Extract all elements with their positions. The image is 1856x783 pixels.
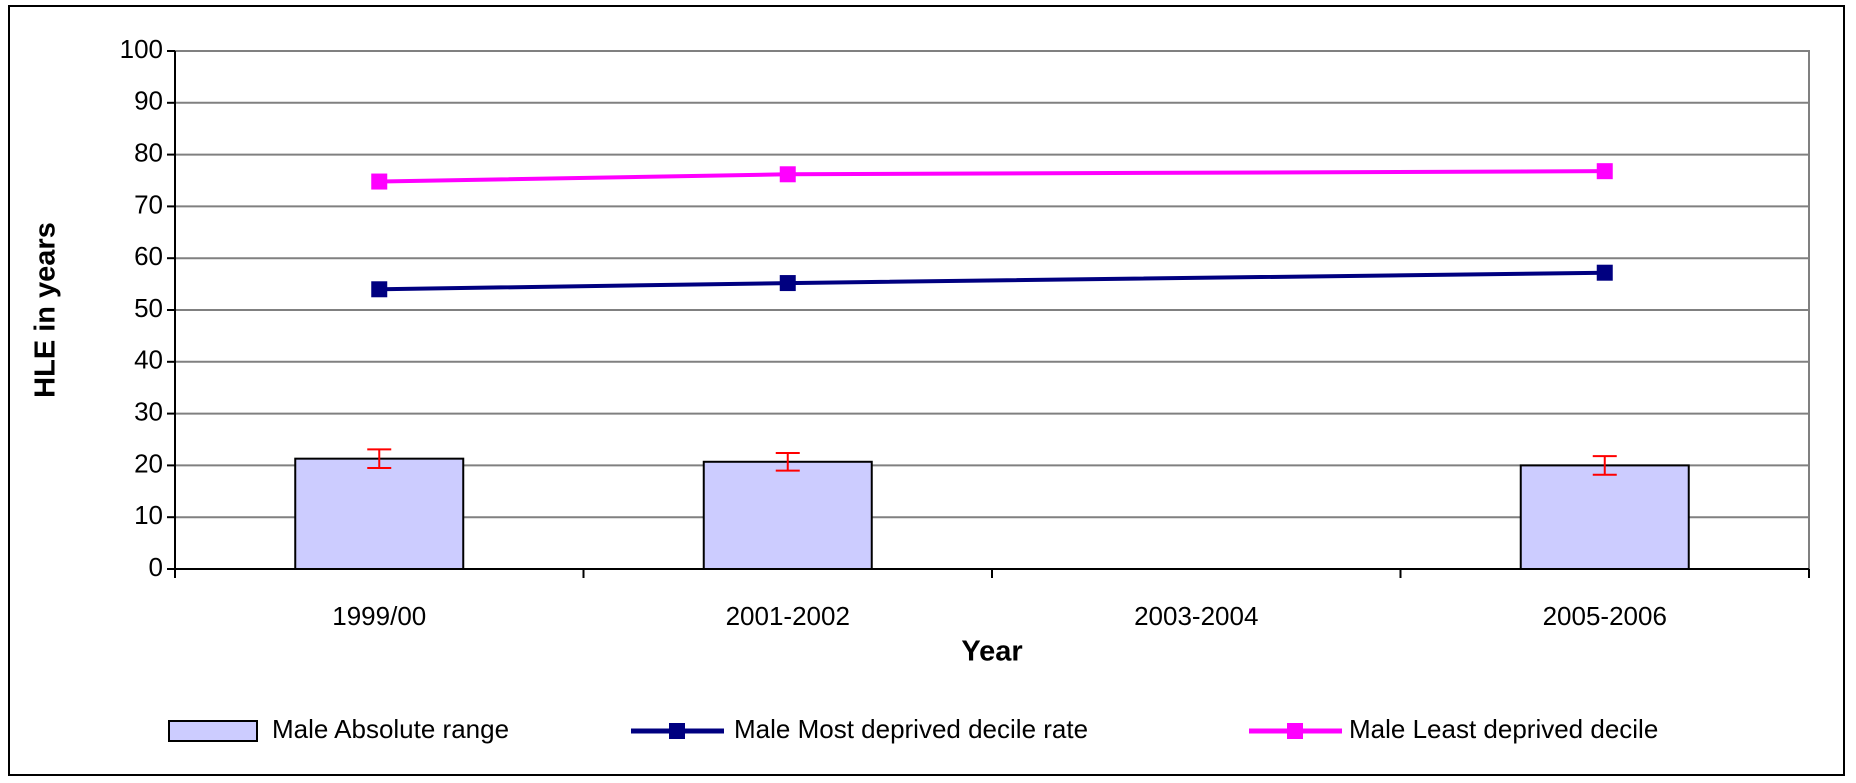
error-bar (1592, 455, 1617, 476)
y-tick-label: 70 (134, 189, 163, 219)
bar (1519, 464, 1690, 570)
marker (1596, 264, 1613, 281)
x-axis-label: Year (961, 636, 1022, 668)
y-tick-label: 50 (134, 293, 163, 323)
legend-label: Male Most deprived decile rate (734, 714, 1088, 744)
marker (371, 173, 388, 190)
legend-swatch (168, 720, 258, 742)
y-axis-label: HLE in years (30, 222, 62, 398)
y-tick-label: 60 (134, 241, 163, 271)
error-bar (367, 448, 392, 469)
y-tick-label: 30 (134, 396, 163, 426)
x-tick-label: 2005-2006 (1543, 601, 1667, 631)
y-tick-label: 10 (134, 500, 163, 530)
legend-marker (1287, 723, 1303, 739)
legend-label: Male Least deprived decile (1349, 714, 1658, 744)
marker (779, 275, 796, 292)
error-bar (775, 451, 800, 472)
marker (779, 166, 796, 183)
marker (1596, 163, 1613, 180)
x-tick-label: 2003-2004 (1134, 601, 1258, 631)
x-tick-label: 1999/00 (332, 601, 426, 631)
legend-marker (669, 723, 685, 739)
marker (371, 281, 388, 298)
legend-label: Male Absolute range (272, 714, 509, 744)
y-tick-label: 80 (134, 137, 163, 167)
bar (702, 460, 873, 570)
y-tick-label: 40 (134, 345, 163, 375)
y-tick-label: 0 (149, 552, 163, 582)
x-tick-label: 2001-2002 (726, 601, 850, 631)
y-tick-label: 90 (134, 86, 163, 116)
y-tick-label: 20 (134, 448, 163, 478)
y-tick-label: 100 (120, 34, 163, 64)
bar (294, 457, 465, 570)
